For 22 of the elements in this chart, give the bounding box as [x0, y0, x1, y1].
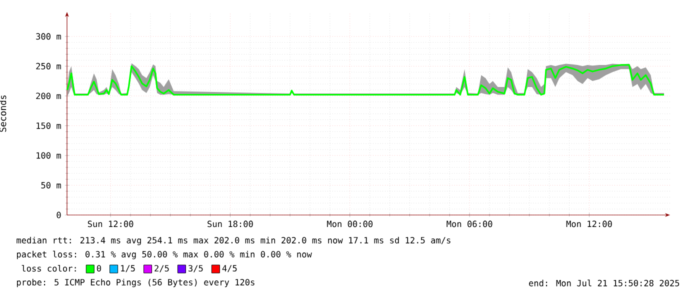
y-tick-label: 50 m — [41, 182, 61, 188]
x-tick-label: Sun 12:00 — [88, 220, 134, 228]
y-tick-label: 100 m — [36, 152, 61, 159]
legend-title: loss color: — [22, 264, 76, 272]
x-tick-label: Mon 06:00 — [446, 220, 492, 228]
x-tick-label: Mon 12:00 — [566, 220, 612, 228]
y-tick-label: 200 m — [36, 92, 61, 100]
x-tick-label: Sun 18:00 — [208, 220, 253, 228]
text: median rtt: 213.4 ms avg 254.1 ms max 202.0 ms min 202.0 ms now 17.1 ms sd 12.5 am/s — [16, 236, 450, 246]
text: end: Mon Jul 21 15:50:28 2025 — [529, 280, 680, 286]
y-tick-label: 0 — [56, 212, 61, 218]
text: packet loss: 0.31 % avg 50.00 % max 0.00 % min 0.00 % now — [16, 250, 312, 260]
text: probe: 5 ICMP Echo Pings (56 Bytes) every 120s — [16, 278, 254, 288]
legend-label: 0 — [96, 265, 101, 272]
y-tick-label: 250 m — [36, 62, 61, 70]
legend-label: 2/5 — [154, 265, 169, 272]
x-tick-label: Mon 00:00 — [327, 220, 373, 228]
legend-label: 1/5 — [121, 265, 135, 272]
y-tick-label: 150 m — [36, 122, 61, 129]
legend-label: 4/5 — [222, 265, 237, 272]
y-tick-label: 300 m — [36, 33, 61, 40]
legend-label: 3/5 — [188, 265, 203, 272]
